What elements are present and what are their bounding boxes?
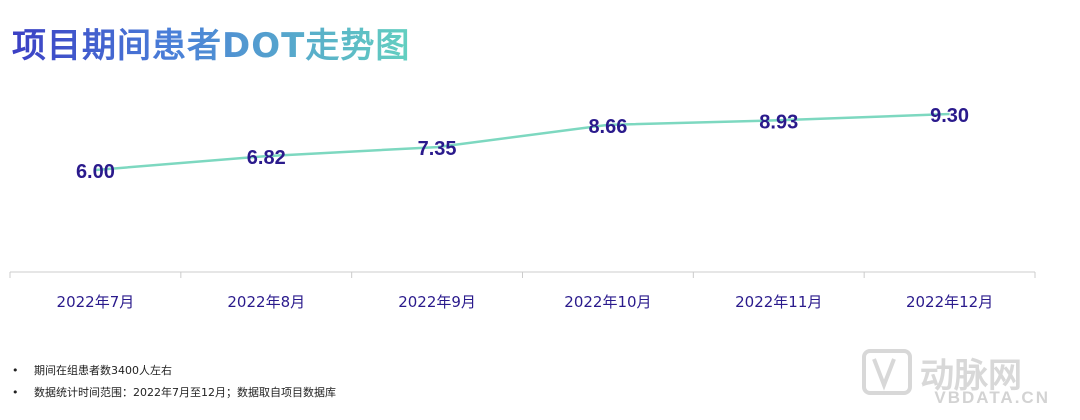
- footnotes: 期间在组患者数3400人左右 数据统计时间范围：2022年7月至12月；数据取自…: [12, 360, 336, 404]
- data-label: 8.66: [588, 116, 627, 138]
- x-tick-label: 2022年9月: [398, 293, 476, 311]
- data-label: 7.35: [418, 138, 457, 160]
- series-line: [95, 112, 950, 172]
- x-tick-label: 2022年12月: [906, 293, 993, 311]
- watermark-site-text: VBDATA.CN: [934, 388, 1050, 407]
- x-tick-label: 2022年7月: [57, 293, 135, 311]
- watermark-logo-text: 动脉网: [920, 356, 1022, 396]
- chart-title: 项目期间患者DOT走势图: [12, 18, 410, 67]
- x-tick-label: 2022年8月: [227, 293, 305, 311]
- data-label: 8.93: [759, 111, 798, 133]
- line-chart: 6.00 6.82 7.35 8.66 8.93 9.30 2022年7月 2022年8月 2…: [9, 105, 1036, 311]
- footnote-item: 数据统计时间范围：2022年7月至12月；数据取自项目数据库: [12, 382, 336, 404]
- data-label: 6.00: [76, 161, 115, 183]
- data-label: 6.82: [247, 147, 286, 169]
- footnote-item: 期间在组患者数3400人左右: [12, 360, 336, 382]
- data-label: 9.30: [930, 105, 969, 127]
- x-tick-label: 2022年10月: [564, 293, 651, 311]
- vbdata-logo-watermark: 动脉网: [862, 349, 1022, 396]
- x-tick-label: 2022年11月: [735, 293, 822, 311]
